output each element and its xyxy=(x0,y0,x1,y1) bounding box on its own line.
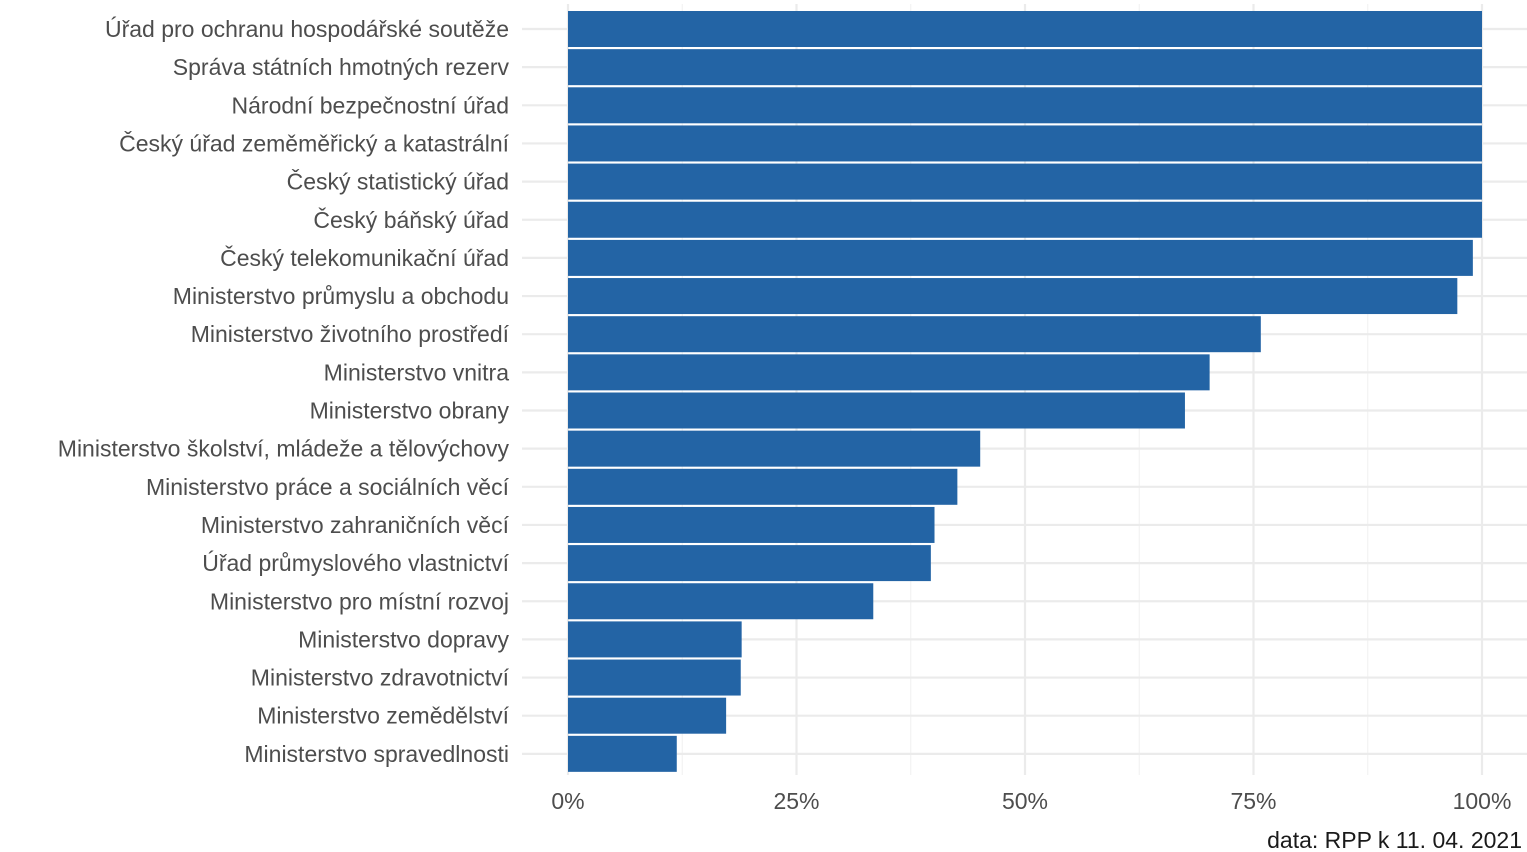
bar xyxy=(568,354,1210,391)
x-tick-label: 0% xyxy=(551,788,584,814)
category-label: Český telekomunikační úřad xyxy=(220,244,509,271)
bar xyxy=(568,87,1482,124)
category-label: Správa státních hmotných rezerv xyxy=(173,54,510,80)
category-label: Ministerstvo pro místní rozvoj xyxy=(210,588,509,614)
x-tick-label: 100% xyxy=(1453,788,1512,814)
bar xyxy=(568,659,741,696)
category-label: Ministerstvo životního prostředí xyxy=(191,321,510,347)
x-tick-label: 50% xyxy=(1002,788,1048,814)
category-label: Ministerstvo vnitra xyxy=(324,359,510,385)
bar xyxy=(568,697,727,734)
category-label: Ministerstvo zahraničních věcí xyxy=(201,512,510,538)
category-label: Český báňský úřad xyxy=(313,206,509,233)
category-label: Český úřad zeměměřický a katastrální xyxy=(119,129,509,156)
bar xyxy=(568,392,1185,429)
bar xyxy=(568,201,1482,238)
bar xyxy=(568,430,981,467)
category-label: Ministerstvo školství, mládeže a tělovýc… xyxy=(58,436,510,462)
category-label: Ministerstvo průmyslu a obchodu xyxy=(173,283,509,309)
bars xyxy=(568,11,1482,772)
x-axis-tick-labels: 0% 25% 50% 75% 100% xyxy=(551,788,1511,814)
bar xyxy=(568,506,935,543)
bar xyxy=(568,735,677,772)
category-label: Ministerstvo dopravy xyxy=(298,626,509,652)
category-label: Ministerstvo zdravotnictví xyxy=(251,665,510,691)
category-label: Ministerstvo spravedlnosti xyxy=(244,741,509,767)
category-label: Úřad pro ochranu hospodářské soutěže xyxy=(105,16,509,42)
bar xyxy=(568,163,1482,200)
bar xyxy=(568,621,742,658)
bar xyxy=(568,316,1261,353)
bar xyxy=(568,583,874,620)
category-label: Národní bezpečnostní úřad xyxy=(232,92,509,118)
category-label: Ministerstvo obrany xyxy=(310,398,510,424)
category-label: Ministerstvo zemědělství xyxy=(257,703,509,729)
x-tick-label: 25% xyxy=(773,788,819,814)
bar xyxy=(568,125,1482,162)
x-tick-label: 75% xyxy=(1230,788,1276,814)
category-labels: Úřad pro ochranu hospodářské soutěže Sprá… xyxy=(58,16,510,767)
bar xyxy=(568,468,958,505)
bar xyxy=(568,239,1473,276)
category-label: Ministerstvo práce a sociálních věcí xyxy=(146,474,510,500)
bar xyxy=(568,11,1482,47)
bar xyxy=(568,278,1458,315)
bar xyxy=(568,545,931,582)
bar xyxy=(568,49,1482,86)
category-label: Český statistický úřad xyxy=(287,168,509,195)
category-label: Úřad průmyslového vlastnictví xyxy=(202,550,509,576)
data-source-caption: data: RPP k 11. 04. 2021 xyxy=(1267,827,1522,852)
